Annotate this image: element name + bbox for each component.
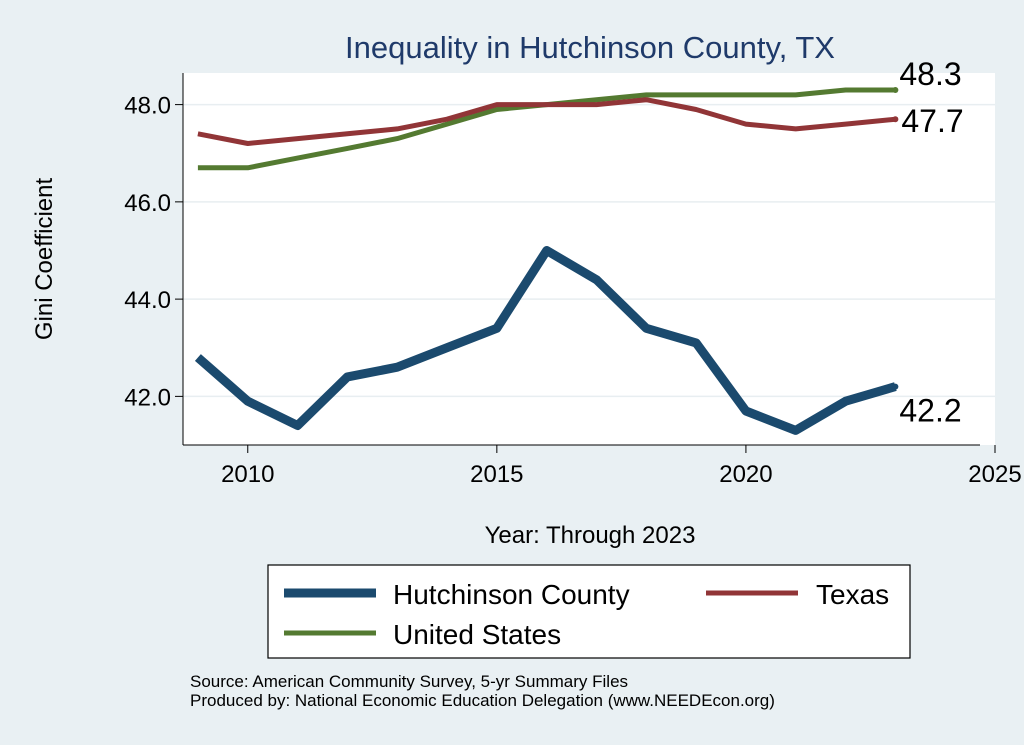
x-tick-label: 2010 — [221, 461, 274, 488]
end-label: 48.3 — [899, 56, 961, 92]
series-line-hutchinson-county — [194, 246, 897, 435]
legend: Hutchinson County Texas United States — [267, 564, 911, 659]
chart-title: Inequality in Hutchinson County, TX — [345, 30, 835, 65]
x-tick-label: 2025 — [968, 461, 1021, 488]
legend-box — [267, 564, 911, 659]
producer-text: Produced by: National Economic Education… — [190, 691, 775, 710]
end-label: 42.2 — [899, 393, 961, 429]
axes: 42.0 44.0 46.0 48.0 2010 2015 2020 2025 — [124, 73, 1022, 488]
source-text: Source: American Community Survey, 5-yr … — [190, 672, 629, 691]
x-axis-title: Year: Through 2023 — [485, 522, 696, 549]
end-point — [892, 116, 899, 123]
source-note: Source: American Community Survey, 5-yr … — [190, 672, 775, 710]
y-tick-label: 46.0 — [124, 190, 171, 217]
y-tick-label: 42.0 — [124, 384, 171, 411]
end-point — [892, 383, 899, 390]
end-labels: 42.2 47.7 48.3 — [892, 56, 964, 429]
legend-label-texas: Texas — [816, 579, 889, 610]
series-line-texas — [197, 97, 896, 146]
end-label: 47.7 — [901, 103, 963, 139]
y-axis-title: Gini Coefficient — [31, 178, 58, 341]
x-tick-label: 2015 — [470, 461, 523, 488]
y-tick-label: 48.0 — [124, 93, 171, 120]
end-point — [892, 87, 899, 94]
x-tick-label: 2020 — [719, 461, 772, 488]
legend-label-us: United States — [393, 619, 561, 650]
legend-label-hutchinson: Hutchinson County — [393, 579, 630, 610]
y-tick-label: 44.0 — [124, 287, 171, 314]
series-lines — [194, 87, 897, 435]
